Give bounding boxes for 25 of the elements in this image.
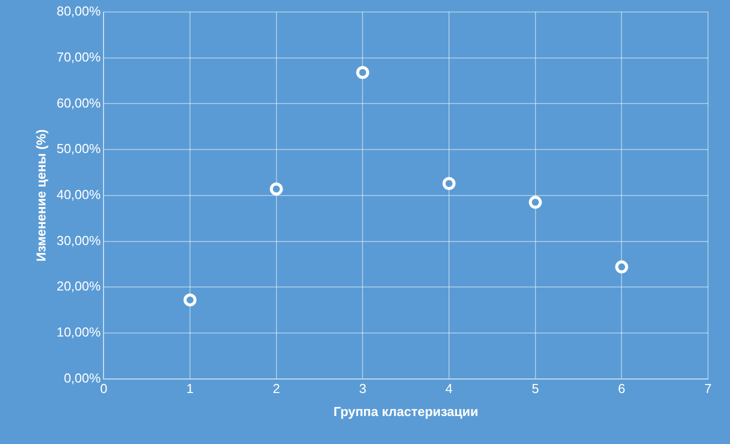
- x-tick-label: 2: [272, 381, 280, 396]
- y-tick-label: 20,00%: [56, 278, 102, 294]
- x-tick-label: 7: [704, 381, 712, 396]
- x-tick-label: 3: [359, 381, 366, 396]
- x-axis-title: Группа кластеризации: [333, 404, 478, 419]
- y-tick-label: 30,00%: [56, 232, 102, 248]
- point: [528, 196, 542, 209]
- point: [270, 182, 283, 196]
- point: [356, 66, 370, 80]
- y-tick-label: 80,00%: [56, 4, 102, 19]
- point: [442, 176, 456, 190]
- y-tick-label: 0,00%: [64, 370, 102, 386]
- point: [184, 293, 197, 306]
- y-tick-label: 60,00%: [56, 95, 102, 110]
- point: [615, 260, 628, 274]
- y-axis-title: Изменение цены (%): [33, 129, 48, 262]
- x-tick-label: 0: [100, 381, 108, 396]
- x-tick-label: 1: [186, 381, 194, 396]
- x-tick-label: 5: [532, 381, 539, 396]
- x-tick-label: 6: [618, 381, 626, 396]
- y-tick-label: 70,00%: [56, 49, 102, 64]
- y-tick-label: 40,00%: [56, 186, 102, 202]
- y-tick-label: 50,00%: [56, 141, 102, 156]
- y-tick-label: 10,00%: [56, 324, 102, 340]
- x-tick-label: 4: [445, 381, 453, 396]
